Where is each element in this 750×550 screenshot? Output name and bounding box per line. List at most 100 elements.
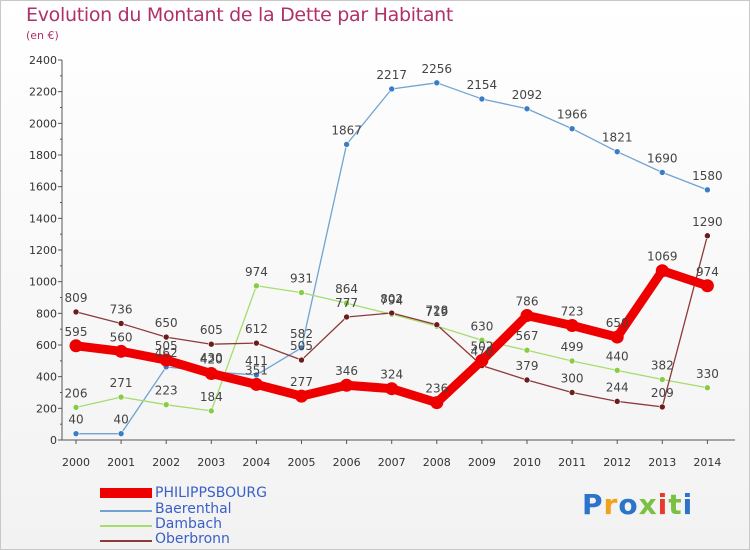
data-label-philippsbourg-2011: 723 [561, 305, 584, 319]
x-tick-label-2000: 2000 [62, 456, 90, 469]
logo-letter: t [668, 488, 683, 521]
data-label-philippsbourg-2014: 974 [696, 265, 719, 279]
y-tick-label-1800: 1800 [29, 149, 57, 162]
data-label-baerenthal-2006: 1867 [331, 123, 362, 137]
chart-title: Evolution du Montant de la Dette par Hab… [26, 4, 454, 26]
data-label-philippsbourg-2001: 560 [110, 330, 133, 344]
data-label-baerenthal-2010: 2092 [512, 88, 543, 102]
data-point-philippsbourg-2013 [655, 264, 669, 278]
data-label-oberbronn-2011: 300 [561, 372, 584, 386]
data-label-baerenthal-2012: 1821 [602, 131, 633, 145]
data-label-oberbronn-2005: 505 [290, 339, 313, 353]
data-point-baerenthal-2010 [523, 105, 531, 113]
data-label-dambach-2009: 630 [470, 319, 493, 333]
logo-letter: i [682, 488, 694, 521]
data-point-philippsbourg-2000 [69, 339, 83, 353]
data-point-oberbronn-2003 [208, 340, 215, 348]
legend-swatch-oberbronn [100, 540, 152, 542]
y-tick-label-2400: 2400 [29, 54, 57, 67]
data-label-baerenthal-2014: 1580 [692, 169, 723, 183]
data-point-dambach-2003 [208, 407, 215, 415]
x-tick-label-2014: 2014 [693, 456, 721, 469]
data-label-philippsbourg-2010: 786 [516, 295, 539, 309]
data-point-philippsbourg-2002 [159, 353, 173, 367]
data-point-baerenthal-2014 [704, 186, 711, 194]
x-tick-label-2009: 2009 [468, 456, 496, 469]
data-point-dambach-2002 [162, 401, 170, 408]
legend-label-baerenthal: Baerenthal [155, 501, 232, 517]
data-label-baerenthal-2013: 1690 [647, 151, 678, 165]
data-point-dambach-2001 [117, 393, 125, 401]
data-point-oberbronn-2006 [343, 313, 350, 321]
data-label-oberbronn-2001: 736 [110, 302, 133, 316]
data-point-oberbronn-2013 [658, 403, 666, 411]
data-point-dambach-2004 [253, 282, 260, 290]
data-point-philippsbourg-2004 [249, 377, 263, 391]
data-label-philippsbourg-2008: 236 [425, 382, 448, 396]
y-tick-label-0: 0 [50, 434, 57, 447]
data-label-baerenthal-2005: 582 [290, 327, 313, 341]
data-point-oberbronn-2005 [298, 356, 305, 364]
data-label-dambach-2012: 440 [606, 349, 629, 363]
data-label-philippsbourg-2002: 505 [155, 339, 178, 353]
legend-swatch-philippsbourg [100, 488, 152, 498]
logo-letter: i [657, 488, 669, 521]
data-point-baerenthal-2008 [433, 79, 441, 87]
data-label-oberbronn-2008: 728 [425, 304, 448, 318]
legend-label-philippsbourg: PHILIPPSBOURG [155, 485, 267, 501]
data-label-philippsbourg-2000: 595 [65, 325, 88, 339]
logo-letter: P [582, 488, 604, 521]
data-label-dambach-2006: 864 [335, 282, 358, 296]
data-label-baerenthal-2008: 2256 [422, 62, 453, 76]
data-point-oberbronn-2001 [117, 320, 125, 327]
chart-subtitle: (en €) [26, 29, 59, 42]
data-label-baerenthal-2000: 40 [68, 413, 83, 427]
data-label-dambach-2013: 382 [651, 359, 674, 373]
data-point-philippsbourg-2010 [520, 309, 534, 323]
x-tick-label-2008: 2008 [423, 456, 451, 469]
data-label-baerenthal-2007: 2217 [376, 68, 407, 82]
data-label-dambach-2002: 223 [155, 384, 178, 398]
logo-letter: o [618, 488, 639, 521]
data-label-baerenthal-2001: 40 [113, 413, 128, 427]
data-point-oberbronn-2004 [253, 339, 260, 347]
data-point-dambach-2014 [704, 384, 711, 392]
data-label-dambach-2005: 931 [290, 272, 313, 286]
x-tick-label-2004: 2004 [242, 456, 270, 469]
x-tick-label-2011: 2011 [558, 456, 586, 469]
data-point-baerenthal-2001 [117, 430, 125, 437]
x-tick-label-2002: 2002 [152, 456, 180, 469]
x-tick-label-2003: 2003 [197, 456, 225, 469]
y-tick-label-1600: 1600 [29, 181, 57, 194]
data-point-oberbronn-2010 [523, 376, 531, 384]
data-label-oberbronn-2014: 1290 [692, 215, 723, 229]
data-label-philippsbourg-2004: 351 [245, 363, 268, 377]
data-label-dambach-2007: 794 [380, 293, 403, 307]
x-tick-label-2006: 2006 [333, 456, 361, 469]
data-point-dambach-2000 [72, 404, 80, 411]
data-label-philippsbourg-2013: 1069 [647, 250, 678, 264]
data-label-baerenthal-2004: 411 [245, 354, 268, 368]
x-tick-label-2007: 2007 [378, 456, 406, 469]
data-label-dambach-2011: 499 [561, 340, 584, 354]
data-point-philippsbourg-2012 [610, 330, 624, 344]
y-tick-label-1400: 1400 [29, 212, 57, 225]
data-point-dambach-2011 [568, 357, 576, 365]
data-label-dambach-2014: 330 [696, 367, 719, 381]
data-label-philippsbourg-2006: 346 [335, 364, 358, 378]
x-tick-label-2001: 2001 [107, 456, 135, 469]
data-label-oberbronn-2004: 612 [245, 322, 268, 336]
data-point-philippsbourg-2005 [295, 389, 308, 403]
data-label-dambach-2004: 974 [245, 265, 268, 279]
y-tick-label-1000: 1000 [29, 276, 57, 289]
data-label-philippsbourg-2009: 502 [470, 340, 493, 354]
logo-letter: x [638, 488, 658, 521]
data-point-dambach-2005 [298, 289, 305, 296]
y-tick-label-1200: 1200 [29, 244, 57, 257]
legend-swatch-baerenthal [100, 510, 152, 512]
data-point-dambach-2012 [613, 367, 621, 374]
data-label-philippsbourg-2007: 324 [380, 368, 403, 382]
data-label-oberbronn-2007: 802 [380, 292, 403, 306]
data-point-oberbronn-2002 [162, 333, 170, 341]
